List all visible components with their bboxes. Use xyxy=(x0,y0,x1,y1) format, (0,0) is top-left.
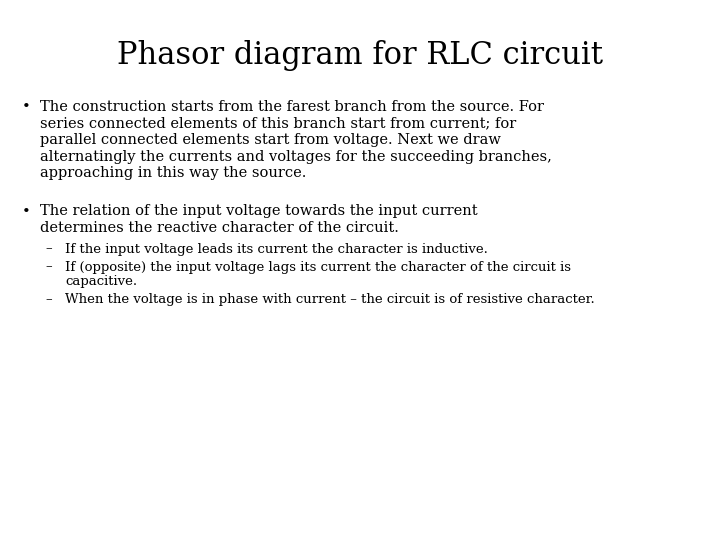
Text: Phasor diagram for RLC circuit: Phasor diagram for RLC circuit xyxy=(117,40,603,71)
Text: –: – xyxy=(45,242,52,255)
Text: •: • xyxy=(22,100,31,114)
Text: If the input voltage leads its current the character is inductive.: If the input voltage leads its current t… xyxy=(65,242,488,255)
Text: The construction starts from the farest branch from the source. For: The construction starts from the farest … xyxy=(40,100,544,114)
Text: The relation of the input voltage towards the input current: The relation of the input voltage toward… xyxy=(40,205,477,219)
Text: –: – xyxy=(45,260,52,273)
Text: parallel connected elements start from voltage. Next we draw: parallel connected elements start from v… xyxy=(40,133,501,147)
Text: alternatingly the currents and voltages for the succeeding branches,: alternatingly the currents and voltages … xyxy=(40,150,552,164)
Text: series connected elements of this branch start from current; for: series connected elements of this branch… xyxy=(40,117,516,131)
Text: •: • xyxy=(22,205,31,219)
Text: approaching in this way the source.: approaching in this way the source. xyxy=(40,166,307,180)
Text: When the voltage is in phase with current – the circuit is of resistive characte: When the voltage is in phase with curren… xyxy=(65,294,595,307)
Text: determines the reactive character of the circuit.: determines the reactive character of the… xyxy=(40,221,399,235)
Text: If (opposite) the input voltage lags its current the character of the circuit is: If (opposite) the input voltage lags its… xyxy=(65,260,571,273)
Text: –: – xyxy=(45,294,52,307)
Text: capacitive.: capacitive. xyxy=(65,275,137,288)
